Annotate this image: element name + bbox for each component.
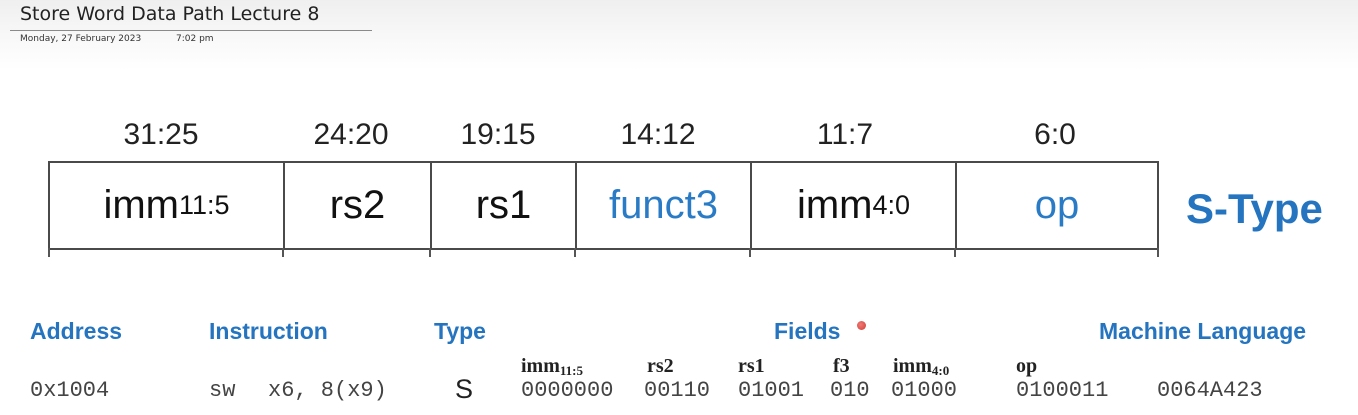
fieldhead-rs1: rs1: [738, 355, 765, 377]
field-imm-11-5-base: imm: [103, 183, 179, 227]
field-imm-11-5-sub: 11:5: [178, 190, 230, 220]
fieldhead-imm-4-0-base: imm: [893, 355, 932, 377]
bit-range-14-12: 14:12: [620, 118, 696, 151]
row-field-rs2: 00110: [644, 378, 711, 403]
field-rs1-label: rs1: [475, 183, 532, 227]
fieldhead-imm-11-5-sub: 11:5: [559, 363, 584, 378]
note-time: 7:02 pm: [176, 34, 214, 44]
field-rs1: rs1: [432, 163, 577, 248]
row-mnemonic: sw: [209, 378, 236, 403]
fieldhead-imm-4-0-sub: 4:0: [931, 363, 950, 378]
header-machine-language: Machine Language: [1099, 318, 1307, 344]
field-imm-4-0-sub: 4:0: [872, 190, 911, 220]
bit-range-11-7: 11:7: [816, 118, 874, 151]
row-field-f3: 010: [830, 378, 870, 403]
header-instruction: Instruction: [209, 318, 328, 344]
box-tick: [48, 248, 50, 257]
fieldhead-imm-4-0: imm4:0: [893, 355, 949, 379]
field-rs2-label: rs2: [329, 183, 386, 227]
row-field-rs1: 01001: [738, 378, 805, 403]
bit-range-6-0: 6:0: [1034, 118, 1076, 151]
header-fields: Fields: [774, 318, 841, 344]
fieldhead-op: op: [1016, 355, 1038, 377]
note-date: Monday, 27 February 2023: [20, 34, 142, 44]
row-operands: x6, 8(x9): [268, 378, 387, 403]
field-imm-4-0: imm 4:0: [752, 163, 957, 248]
header-address: Address: [30, 318, 123, 344]
bit-range-24-20: 24:20: [313, 118, 389, 151]
fieldhead-rs2: rs2: [647, 355, 674, 377]
field-imm-11-5: imm 11:5: [50, 163, 285, 248]
row-field-imm-11-5: 0000000: [521, 378, 614, 403]
row-field-op: 0100011: [1016, 378, 1109, 403]
fieldhead-imm-11-5: imm11:5: [521, 355, 583, 379]
field-op: op: [957, 163, 1157, 248]
row-type: S: [455, 374, 474, 404]
field-funct3-label: funct3: [609, 183, 718, 227]
row-machine-code: 0064A423: [1157, 378, 1263, 403]
box-tick: [429, 248, 431, 257]
s-type-encoding-box: imm 11:5 rs2 rs1 funct3 imm 4:0 op: [48, 161, 1159, 250]
fieldhead-f3: f3: [833, 355, 850, 377]
field-imm-4-0-base: imm: [796, 183, 873, 227]
row-field-imm-4-0: 01000: [891, 378, 958, 403]
box-tick: [282, 248, 284, 257]
header-type: Type: [434, 318, 486, 344]
pen-cursor-icon: [857, 321, 866, 330]
note-header-background: [0, 0, 1358, 70]
s-type-label: S-Type: [1186, 185, 1323, 232]
box-tick: [1157, 248, 1159, 257]
row-address: 0x1004: [30, 378, 110, 403]
fieldhead-imm-11-5-base: imm: [521, 355, 560, 377]
field-op-label: op: [1034, 183, 1080, 227]
box-tick: [749, 248, 751, 257]
box-tick: [954, 248, 956, 257]
box-tick: [574, 248, 576, 257]
field-rs2: rs2: [285, 163, 432, 248]
field-funct3: funct3: [577, 163, 752, 248]
bit-range-19-15: 19:15: [460, 118, 536, 151]
page-title[interactable]: Store Word Data Path Lecture 8: [20, 3, 320, 25]
title-underline: [10, 30, 372, 31]
bit-range-31-25: 31:25: [123, 118, 199, 151]
